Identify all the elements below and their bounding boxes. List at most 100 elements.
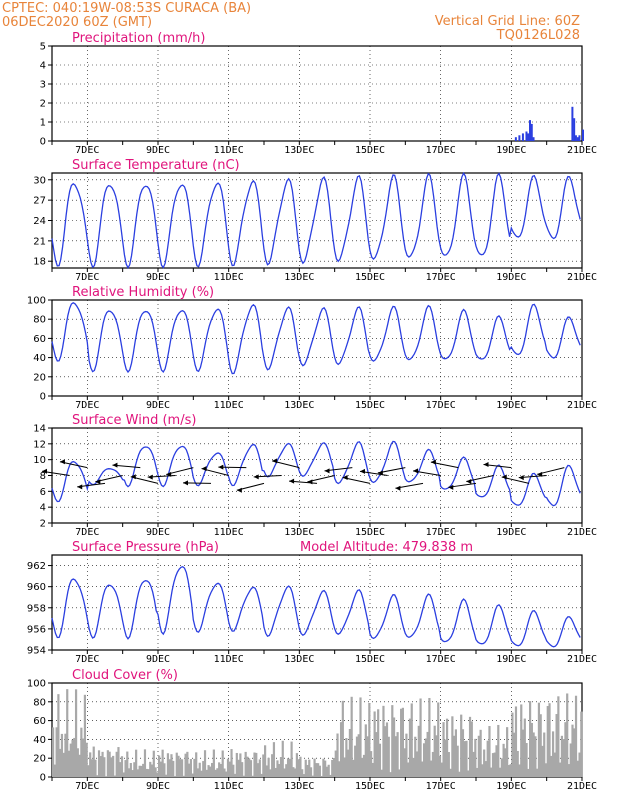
cloud-bar bbox=[124, 760, 127, 777]
y-tick-label: 4 bbox=[40, 61, 46, 72]
y-tick-label: 10 bbox=[33, 455, 46, 466]
cloud-bar bbox=[523, 718, 526, 777]
precip-bar bbox=[525, 131, 528, 141]
cloud-bar bbox=[368, 703, 371, 777]
x-tick-label: 17DEC bbox=[426, 272, 456, 283]
plot-frame bbox=[51, 45, 583, 142]
cloud-bar bbox=[571, 724, 574, 777]
y-tick-label: 27 bbox=[33, 196, 46, 207]
panel-humidity: Relative Humidity (%) 0 20 40 60 80 100 7DEC 9DE… bbox=[27, 285, 597, 411]
x-tick-label: 15DEC bbox=[355, 654, 385, 665]
plot-frame bbox=[51, 299, 583, 397]
cloud-bar bbox=[453, 735, 456, 777]
cloud-bar bbox=[442, 722, 445, 777]
cloud-bar bbox=[497, 724, 500, 777]
cloud-bar bbox=[115, 751, 118, 777]
cloud-bar bbox=[193, 758, 196, 777]
x-tick-label: 13DEC bbox=[284, 527, 314, 538]
cloud-bar bbox=[286, 758, 290, 777]
cloud-bar bbox=[516, 750, 519, 777]
cloud-bar bbox=[536, 768, 539, 777]
y-tick-label: 958 bbox=[27, 603, 46, 614]
cloud-bar bbox=[569, 743, 572, 777]
cloud-bar bbox=[550, 755, 553, 777]
cloud-bar bbox=[532, 732, 535, 777]
y-tick-label: 2 bbox=[40, 99, 46, 110]
wind-vector-head bbox=[324, 468, 330, 474]
cloud-bar bbox=[534, 736, 537, 777]
cloud-bar bbox=[410, 703, 413, 777]
cloud-bar bbox=[138, 765, 141, 777]
cloud-bar bbox=[106, 750, 109, 777]
cloud-bar bbox=[392, 717, 396, 777]
cloud-bar bbox=[322, 758, 325, 777]
cloud-bar bbox=[188, 763, 191, 777]
cloud-bar bbox=[241, 762, 244, 777]
cloud-bar bbox=[465, 740, 468, 777]
x-tick-label: 9DEC bbox=[146, 781, 170, 792]
cloud-bar bbox=[551, 731, 555, 777]
cloud-bar bbox=[226, 758, 230, 777]
x-tick-label: 17DEC bbox=[426, 527, 456, 538]
cloud-bar bbox=[562, 739, 565, 777]
x-tick-label: 11DEC bbox=[214, 527, 244, 538]
wind-vector-head bbox=[483, 462, 489, 468]
y-tick-label: 40 bbox=[33, 735, 46, 746]
cloud-bar bbox=[373, 711, 376, 777]
cloud-bar bbox=[491, 753, 495, 777]
cloud-bar bbox=[419, 698, 422, 777]
x-tick-label: 15DEC bbox=[355, 527, 385, 538]
cloud-bar bbox=[76, 748, 79, 777]
cloud-bar bbox=[163, 763, 166, 777]
wind-vector-head bbox=[518, 475, 524, 481]
cloud-bar bbox=[80, 727, 83, 777]
cloud-bar bbox=[205, 769, 208, 777]
cloud-bar bbox=[454, 729, 457, 777]
cloud-bar bbox=[525, 743, 528, 777]
cloud-bar bbox=[184, 753, 187, 777]
cloud-bar bbox=[218, 762, 221, 777]
cloud-bar bbox=[301, 769, 304, 777]
cloud-bar bbox=[276, 760, 279, 777]
cloud-bar bbox=[574, 695, 578, 777]
cloud-bar bbox=[327, 764, 330, 777]
cloud-bar bbox=[53, 764, 56, 777]
x-tick-label: 19DEC bbox=[496, 145, 526, 156]
x-tick-label: 13DEC bbox=[284, 272, 314, 283]
cloud-bar bbox=[83, 694, 86, 777]
precip-bar bbox=[518, 135, 521, 141]
series-line-wind bbox=[51, 440, 581, 507]
cloud-bar bbox=[380, 769, 383, 777]
cloud-bar bbox=[339, 722, 343, 777]
cloud-bar bbox=[488, 726, 491, 777]
wind-vector-head bbox=[218, 464, 224, 470]
cloud-bar bbox=[233, 773, 237, 777]
cloud-bar bbox=[256, 763, 260, 777]
y-tick-label: 21 bbox=[33, 236, 46, 247]
wind-vector-head bbox=[395, 485, 401, 491]
y-tick-label: 20 bbox=[33, 372, 46, 383]
cloud-bar bbox=[294, 768, 297, 777]
x-tick-label: 21DEC bbox=[567, 272, 597, 283]
cloud-bar bbox=[514, 706, 518, 777]
cloud-bar bbox=[449, 768, 452, 777]
cloud-bar bbox=[403, 748, 406, 777]
cloud-bar bbox=[154, 767, 157, 777]
cloud-bar bbox=[237, 759, 240, 777]
cloud-bar bbox=[401, 707, 404, 777]
header-date: 06DEC2020 60Z (GMT) bbox=[2, 15, 152, 30]
cloud-bar bbox=[451, 716, 454, 777]
panel-precipitation: Precipitation (mm/h) 0 1 2 3 4 5 7DEC 9DEC 11DEC 1… bbox=[40, 31, 597, 156]
precip-bar bbox=[521, 133, 524, 141]
cloud-bar bbox=[486, 740, 489, 777]
cloud-bar bbox=[529, 701, 532, 777]
y-tick-label: 60 bbox=[33, 334, 46, 345]
cloud-bar bbox=[476, 767, 479, 777]
cloud-bar bbox=[119, 762, 122, 777]
cloud-bar bbox=[447, 752, 450, 777]
cloud-bar bbox=[103, 757, 106, 777]
cloud-bar bbox=[129, 763, 132, 777]
x-tick-label: 19DEC bbox=[496, 272, 526, 283]
cloud-bar bbox=[331, 759, 334, 777]
y-tick-label: 14 bbox=[33, 424, 46, 435]
